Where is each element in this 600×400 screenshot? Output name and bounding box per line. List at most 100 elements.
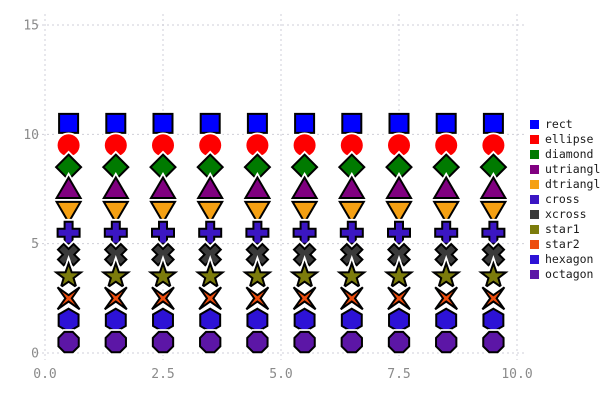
marker-dtriangle-8 [432, 200, 460, 225]
marker-dtriangle-9 [479, 200, 508, 225]
x-tick-label-7.5: 7.5 [387, 367, 410, 382]
marker-utriangle-4 [243, 175, 272, 199]
marker-star2-7 [387, 286, 411, 311]
marker-xcross-6 [339, 242, 364, 267]
marker-star1-7 [383, 260, 415, 290]
marker-ellipse-4 [246, 134, 269, 157]
marker-star1-3 [194, 260, 226, 290]
y-tick-label-5: 5 [31, 237, 39, 252]
legend-item-star1: star1 [530, 222, 600, 237]
marker-octagon-9 [482, 330, 505, 354]
marker-ellipse-8 [435, 134, 458, 157]
marker-cross-8 [434, 220, 459, 245]
legend-swatch-octagon [530, 270, 539, 279]
marker-dtriangle-3 [196, 200, 224, 225]
marker-star2-8 [434, 286, 459, 311]
marker-hexagon-3 [199, 307, 222, 333]
legend-item-star2: star2 [530, 237, 600, 252]
marker-star1-5 [289, 260, 320, 290]
marker-star2-9 [481, 286, 506, 311]
marker-rect-1 [105, 112, 127, 134]
legend-swatch-rect [530, 120, 539, 129]
marker-ellipse-7 [388, 134, 410, 157]
y-tick-label-0: 0 [31, 347, 39, 362]
marker-star2-6 [339, 286, 364, 311]
legend-item-dtriangle: dtriangle [530, 177, 600, 192]
legend-label-octagon: octagon [545, 267, 594, 281]
marker-rect-9 [482, 112, 504, 134]
marker-star2-2 [151, 286, 175, 311]
marker-cross-7 [387, 220, 411, 245]
legend-swatch-ellipse [530, 135, 539, 144]
marker-cross-9 [481, 220, 506, 245]
marker-octagon-5 [293, 330, 316, 354]
marker-dtriangle-6 [338, 200, 366, 225]
marker-dtriangle-7 [385, 200, 413, 225]
marker-rect-6 [341, 112, 363, 134]
marker-cross-3 [198, 220, 223, 245]
marker-star1-2 [147, 260, 179, 290]
marker-star1-9 [478, 260, 509, 290]
marker-cross-2 [151, 220, 175, 245]
marker-xcross-4 [245, 242, 270, 267]
marker-utriangle-2 [149, 175, 177, 199]
marker-hexagon-8 [435, 307, 458, 333]
marker-rect-8 [435, 112, 457, 134]
x-tick-label-5.0: 5.0 [269, 367, 292, 382]
legend-swatch-cross [530, 195, 539, 204]
marker-dtriangle-0 [54, 200, 83, 225]
marker-ellipse-3 [199, 134, 222, 157]
legend-label-cross: cross [545, 192, 580, 206]
marker-cross-4 [245, 220, 270, 245]
marker-star1-0 [53, 260, 84, 290]
legend-swatch-hexagon [530, 255, 539, 264]
marker-xcross-5 [292, 242, 317, 267]
marker-hexagon-1 [104, 307, 127, 333]
marker-star1-8 [430, 260, 462, 290]
marker-xcross-2 [150, 242, 176, 267]
marker-utriangle-5 [290, 175, 319, 199]
marker-rect-7 [388, 112, 410, 134]
legend-label-utriangle: utriangle [545, 162, 600, 176]
legend: rectellipsediamondutriangledtrianglecros… [530, 117, 600, 282]
marker-dtriangle-2 [149, 200, 177, 225]
marker-rect-4 [246, 112, 268, 134]
marker-star2-4 [245, 286, 270, 311]
marker-star2-0 [56, 286, 81, 311]
marker-octagon-6 [340, 330, 363, 354]
marker-dtriangle-4 [243, 200, 272, 225]
marker-star2-5 [292, 286, 317, 311]
marker-xcross-1 [103, 242, 128, 267]
legend-item-rect: rect [530, 117, 600, 132]
marker-octagon-7 [387, 330, 411, 354]
legend-swatch-star2 [530, 240, 539, 249]
marker-utriangle-6 [338, 175, 366, 199]
marker-hexagon-6 [340, 307, 363, 333]
marker-octagon-3 [199, 330, 222, 354]
marker-utriangle-9 [479, 175, 508, 199]
marker-octagon-8 [435, 330, 458, 354]
marker-xcross-9 [481, 242, 506, 267]
marker-xcross-3 [198, 242, 223, 267]
marker-hexagon-0 [57, 307, 80, 333]
marker-octagon-0 [57, 330, 80, 354]
marker-star2-1 [103, 286, 128, 311]
marker-hexagon-5 [293, 307, 316, 333]
marker-xcross-7 [386, 242, 412, 267]
marker-cross-5 [292, 220, 317, 245]
marker-ellipse-2 [152, 134, 174, 157]
marker-cross-1 [103, 220, 128, 245]
marker-rect-5 [294, 112, 316, 134]
legend-label-xcross: xcross [545, 207, 587, 221]
marker-ellipse-1 [104, 134, 127, 157]
marker-utriangle-0 [54, 175, 83, 199]
marker-utriangle-1 [102, 175, 130, 199]
marker-rect-0 [58, 112, 80, 134]
legend-label-star2: star2 [545, 237, 580, 251]
legend-item-cross: cross [530, 192, 600, 207]
marker-hexagon-7 [388, 307, 410, 333]
legend-item-octagon: octagon [530, 267, 600, 282]
marker-ellipse-6 [340, 134, 363, 157]
